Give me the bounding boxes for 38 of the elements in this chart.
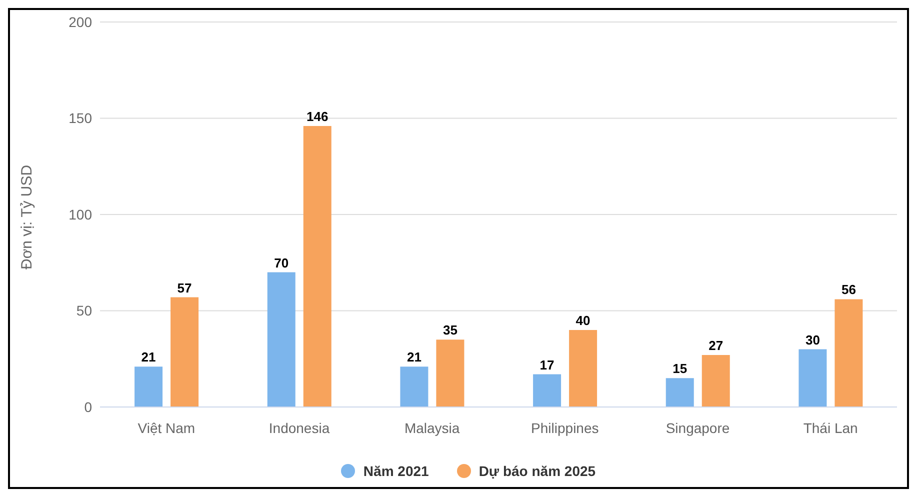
legend-label: Dự báo năm 2025 [478,463,596,479]
bar [436,340,464,407]
data-label: 17 [540,357,554,372]
x-tick-label: Indonesia [268,420,330,436]
data-label: 57 [177,280,192,296]
bar [702,355,730,407]
bar [533,374,562,407]
data-label: 70 [274,255,289,270]
data-label: 40 [576,313,590,328]
data-label: 21 [141,350,156,365]
bar [170,297,199,407]
data-label: 35 [442,322,458,338]
data-label: 15 [672,361,688,376]
x-tick-label: Thái Lan [803,420,858,436]
bar [134,366,163,407]
data-label: 27 [708,338,724,354]
y-tick-label: 150 [68,110,92,126]
bar [303,126,332,407]
data-label: 146 [306,108,328,124]
bar [267,272,296,407]
y-tick-label: 200 [68,14,92,30]
x-tick-label: Philippines [531,420,599,436]
y-tick-label: 100 [68,206,92,222]
y-tick-label: 0 [84,398,92,415]
bar [798,349,827,407]
bar [834,299,863,407]
y-axis-title: Đơn vị: Tỷ USD [18,164,36,270]
data-label: 21 [406,350,422,365]
legend-label: Năm 2021 [363,463,429,479]
x-tick-label: Singapore [666,420,730,436]
bar [569,330,598,407]
bar [666,378,694,407]
x-tick-label: Việt Nam [138,420,196,436]
data-label: 56 [841,282,856,298]
data-label: 30 [805,332,820,348]
bar [400,366,428,407]
x-tick-label: Malaysia [404,420,460,436]
y-tick-label: 50 [76,302,92,319]
